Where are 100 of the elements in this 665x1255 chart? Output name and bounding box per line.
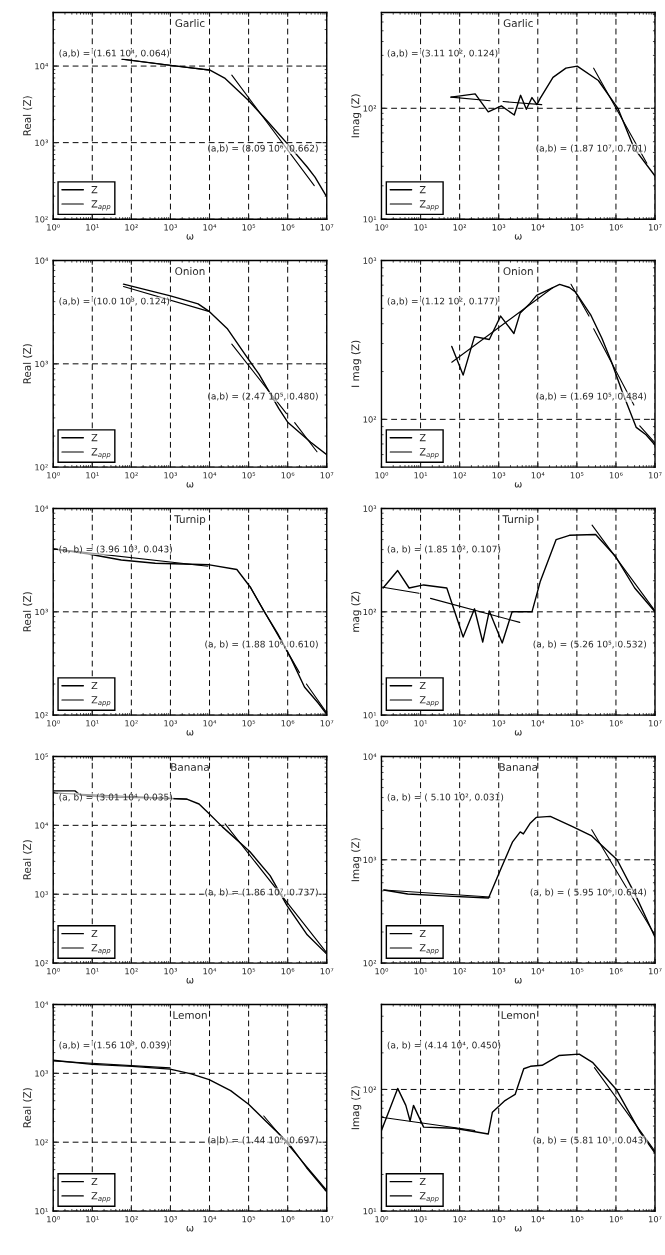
x-tick-label: 10⁰ <box>375 720 389 727</box>
y-axis-title: Imag (Z) <box>351 94 362 138</box>
legend-label: Z$_{app}$ <box>419 696 439 707</box>
legend-label: Z <box>91 929 98 938</box>
x-tick-label: 10⁰ <box>47 472 60 479</box>
legend-label: Z <box>419 929 426 938</box>
y-tick-label: 10⁴ <box>35 63 49 70</box>
x-tick-label: 10³ <box>164 224 177 231</box>
y-tick-label: 10³ <box>363 257 377 264</box>
y-tick-label: 10² <box>35 216 48 223</box>
y-tick-label: 10³ <box>35 360 48 368</box>
annotation: (a,b) = (1.61 10⁴, 0.064) <box>59 49 170 58</box>
x-tick-label: 10³ <box>492 720 506 727</box>
annotation: (a,b) = (1.87 10⁷, 0.701) <box>536 144 647 153</box>
x-tick-label: 10⁴ <box>203 224 217 231</box>
y-tick-label: 10² <box>363 416 377 423</box>
x-tick-label: 10⁶ <box>281 720 295 727</box>
annotation: (a,b) = (1.12 10², 0.177) <box>387 297 498 306</box>
x-tick-label: 10² <box>125 224 138 231</box>
annotation: (a,b) = (8.09 10⁶, 0.662) <box>208 144 318 153</box>
x-tick-label: 10⁵ <box>570 968 584 975</box>
x-axis-title: ω <box>186 482 194 488</box>
x-tick-label: 10⁶ <box>281 472 295 479</box>
x-tick-label: 10³ <box>164 720 177 727</box>
x-tick-label: 10⁷ <box>320 472 334 479</box>
y-tick-label: 10² <box>35 712 48 719</box>
x-tick-label: 10⁵ <box>570 1216 584 1223</box>
x-tick-label: 10² <box>125 1216 138 1223</box>
y-tick-label: 10³ <box>35 891 48 898</box>
x-tick-label: 10⁵ <box>570 720 584 727</box>
y-tick-label: 10⁴ <box>35 505 49 512</box>
y-tick-label: 10² <box>363 105 377 112</box>
x-tick-label: 10³ <box>164 968 177 975</box>
x-axis-title: ω <box>186 1226 194 1232</box>
x-tick-label: 10⁷ <box>320 1216 334 1223</box>
annotation: (a, b) = (5.26 10⁵, 0.532) <box>533 640 647 649</box>
x-tick-label: 10³ <box>164 1216 177 1223</box>
annotation: (a, b) = (1.88 10⁶, 0.610) <box>205 640 318 649</box>
y-tick-label: 10³ <box>35 608 48 616</box>
x-tick-label: 10⁶ <box>609 720 623 727</box>
legend-label: Z$_{app}$ <box>419 200 439 211</box>
y-tick-label: 10² <box>35 960 48 967</box>
x-tick-label: 10⁵ <box>242 224 256 231</box>
x-tick-label: 10¹ <box>414 224 428 231</box>
y-tick-label: 10⁴ <box>35 257 49 264</box>
x-tick-label: 10¹ <box>414 720 428 727</box>
text: Turnip <box>502 514 534 526</box>
y-tick-label: 10¹ <box>35 1208 48 1215</box>
annotation: (a,b) = (2.47 10⁵, 0.480) <box>208 392 318 401</box>
legend-label: Z$_{app}$ <box>91 1192 111 1203</box>
x-tick-label: 10⁷ <box>320 968 334 975</box>
x-tick-label: 10³ <box>164 472 177 479</box>
x-tick-label: 10⁵ <box>242 472 256 479</box>
legend-label: Z$_{app}$ <box>91 448 111 459</box>
legend-label: Z <box>91 434 98 442</box>
legend-label: Z$_{app}$ <box>91 696 111 707</box>
y-tick-label: 10² <box>363 1086 377 1093</box>
x-tick-label: 10⁷ <box>320 224 334 231</box>
legend-label: Z <box>419 1177 426 1186</box>
x-tick-label: 10³ <box>492 968 506 975</box>
x-tick-label: 10⁷ <box>648 224 662 231</box>
y-axis-title: Real (Z) <box>22 96 33 136</box>
x-tick-label: 10⁶ <box>609 472 623 479</box>
x-tick-label: 10⁰ <box>47 224 60 231</box>
annotation: (a, b) = (3.01 10⁴, 0.035) <box>59 793 172 802</box>
y-axis-title: Real (Z) <box>22 1088 33 1128</box>
x-tick-label: 10⁰ <box>47 1216 60 1223</box>
annotation: (a, b) = (1.85 10², 0.107) <box>387 545 501 554</box>
legend-label: Z <box>91 186 98 194</box>
y-tick-label: 10² <box>363 608 377 616</box>
x-tick-label: 10⁷ <box>320 720 334 727</box>
text: Lemon <box>173 1011 207 1019</box>
annotation: (a, b) = (5.81 10¹, 0.043) <box>533 1136 647 1145</box>
y-tick-label: 10² <box>35 1139 48 1146</box>
y-axis-title: Real (Z) <box>22 344 33 384</box>
x-tick-label: 10⁶ <box>281 968 295 975</box>
x-tick-label: 10⁴ <box>531 224 545 231</box>
y-tick-label: 10⁴ <box>35 822 49 829</box>
x-tick-label: 10⁵ <box>242 720 256 727</box>
x-tick-label: 10⁰ <box>47 720 60 727</box>
x-tick-label: 10⁵ <box>570 224 584 231</box>
y-tick-label: 10² <box>363 960 377 967</box>
x-tick-label: 10⁶ <box>609 1216 623 1223</box>
y-tick-label: 10³ <box>363 505 377 512</box>
x-tick-label: 10¹ <box>414 1216 428 1223</box>
y-axis-title: mag (Z) <box>351 591 362 632</box>
x-tick-label: 10⁰ <box>375 968 389 975</box>
x-axis-title: ω <box>514 730 522 736</box>
text: Garlic <box>175 19 205 28</box>
x-tick-label: 10⁰ <box>375 472 389 479</box>
x-tick-label: 10⁴ <box>531 472 545 479</box>
y-axis-title: Real (Z) <box>22 840 33 880</box>
x-tick-label: 10⁶ <box>281 224 295 231</box>
annotation: (a,b) = (1.69 10⁵, 0.484) <box>536 392 647 401</box>
y-tick-label: 10² <box>35 464 48 471</box>
text: Banana <box>499 763 538 772</box>
annotation: (a,b) = (1.56 10³, 0.039) <box>59 1041 170 1050</box>
x-tick-label: 10⁶ <box>281 1216 295 1223</box>
x-tick-label: 10⁰ <box>375 1216 389 1223</box>
x-tick-label: 10² <box>125 472 138 479</box>
